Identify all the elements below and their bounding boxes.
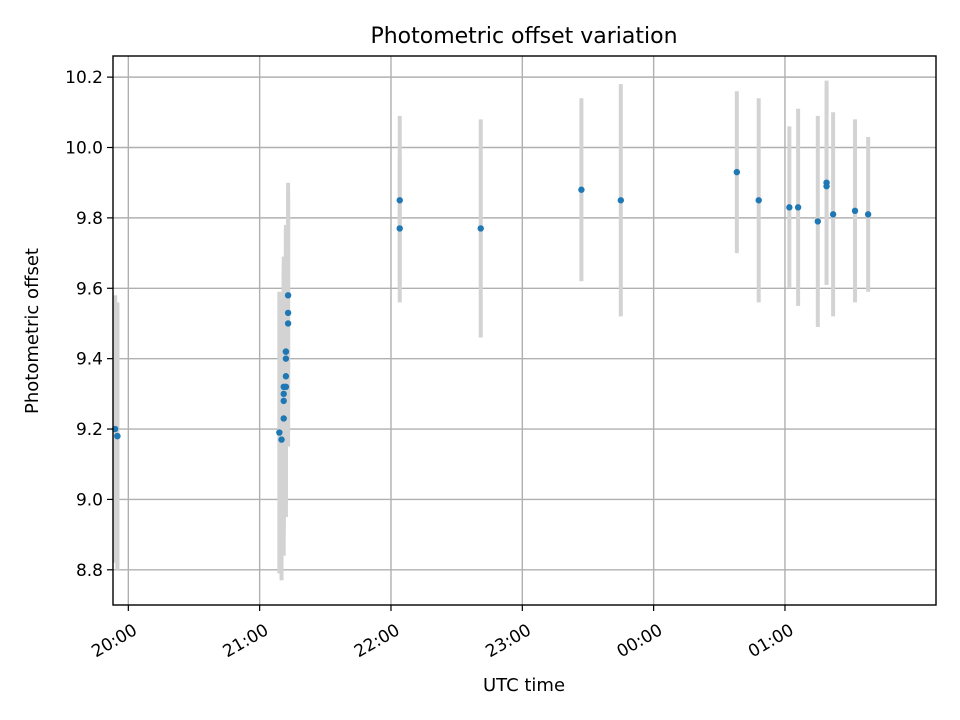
data-point [282, 355, 290, 362]
data-point [284, 320, 292, 327]
y-tick-label: 9.4 [76, 350, 103, 370]
data-point [864, 211, 872, 218]
data-point [280, 390, 287, 398]
y-axis-label: Photometric offset [22, 248, 43, 414]
data-point [851, 207, 859, 215]
y-tick-label: 9.8 [76, 209, 103, 229]
data-point [617, 197, 625, 204]
data-point [733, 168, 741, 176]
y-tick-label: 8.8 [76, 561, 103, 581]
y-tick-label: 9.6 [76, 279, 103, 299]
data-point [578, 186, 585, 193]
data-point [396, 225, 403, 232]
data-point [829, 211, 837, 218]
data-point [278, 436, 285, 443]
chart-title: Photometric offset variation [370, 24, 677, 49]
data-point [477, 225, 484, 232]
data-point [280, 397, 287, 405]
y-tick-label: 10.2 [65, 68, 103, 88]
data-point [114, 432, 121, 440]
data-point [282, 383, 290, 391]
data-point [282, 373, 290, 380]
y-tick-label: 9.0 [76, 490, 103, 510]
y-axis-ticks: 8.8 9.0 9.2 9.4 9.6 9.8 10.0 10.2 [65, 68, 113, 581]
y-tick-label: 9.2 [76, 420, 103, 440]
data-point [282, 348, 290, 355]
data-point [396, 197, 403, 204]
data-point [786, 204, 793, 211]
plot-frame [112, 55, 937, 606]
data-point [794, 204, 802, 211]
data-point [284, 309, 292, 317]
data-point [823, 183, 830, 190]
data-point [755, 197, 762, 204]
data-point [276, 429, 283, 436]
data-points [111, 168, 872, 443]
data-point [814, 218, 822, 225]
x-axis-label: UTC time [483, 675, 565, 696]
data-point [280, 415, 287, 422]
data-point [284, 292, 292, 299]
y-tick-label: 10.0 [65, 139, 103, 159]
